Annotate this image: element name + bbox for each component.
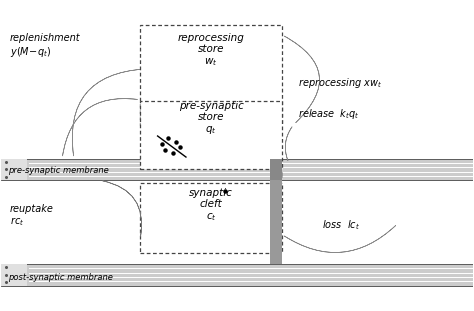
Text: post-synaptic membrane: post-synaptic membrane xyxy=(8,273,113,282)
Text: pre-synaptic membrane: pre-synaptic membrane xyxy=(8,166,109,175)
FancyArrowPatch shape xyxy=(63,99,137,156)
FancyArrowPatch shape xyxy=(285,127,292,161)
Bar xyxy=(0,264,27,285)
FancyArrowPatch shape xyxy=(72,69,145,156)
FancyArrowPatch shape xyxy=(284,225,396,253)
Bar xyxy=(270,159,282,180)
Bar xyxy=(0,264,474,285)
Text: replenishment
$y(M\!-\!q_t)$: replenishment $y(M\!-\!q_t)$ xyxy=(10,33,81,58)
Text: synaptic
cleft
$c_t$: synaptic cleft $c_t$ xyxy=(189,188,233,223)
Text: reprocessing $xw_t$: reprocessing $xw_t$ xyxy=(299,76,383,90)
Text: loss  $lc_t$: loss $lc_t$ xyxy=(322,218,360,232)
Bar xyxy=(0,159,474,180)
Bar xyxy=(270,180,282,264)
Text: release  $k_t q_t$: release $k_t q_t$ xyxy=(299,107,360,121)
Text: reprocessing
store
$w_t$: reprocessing store $w_t$ xyxy=(178,33,245,68)
Text: reuptake
$rc_t$: reuptake $rc_t$ xyxy=(10,204,54,228)
FancyArrowPatch shape xyxy=(103,181,142,236)
Bar xyxy=(140,183,282,253)
Bar xyxy=(0,159,27,180)
Text: pre-synaptic
store
$q_t$: pre-synaptic store $q_t$ xyxy=(179,101,244,136)
Bar xyxy=(140,101,282,169)
FancyArrowPatch shape xyxy=(284,36,319,123)
Bar xyxy=(140,26,282,124)
